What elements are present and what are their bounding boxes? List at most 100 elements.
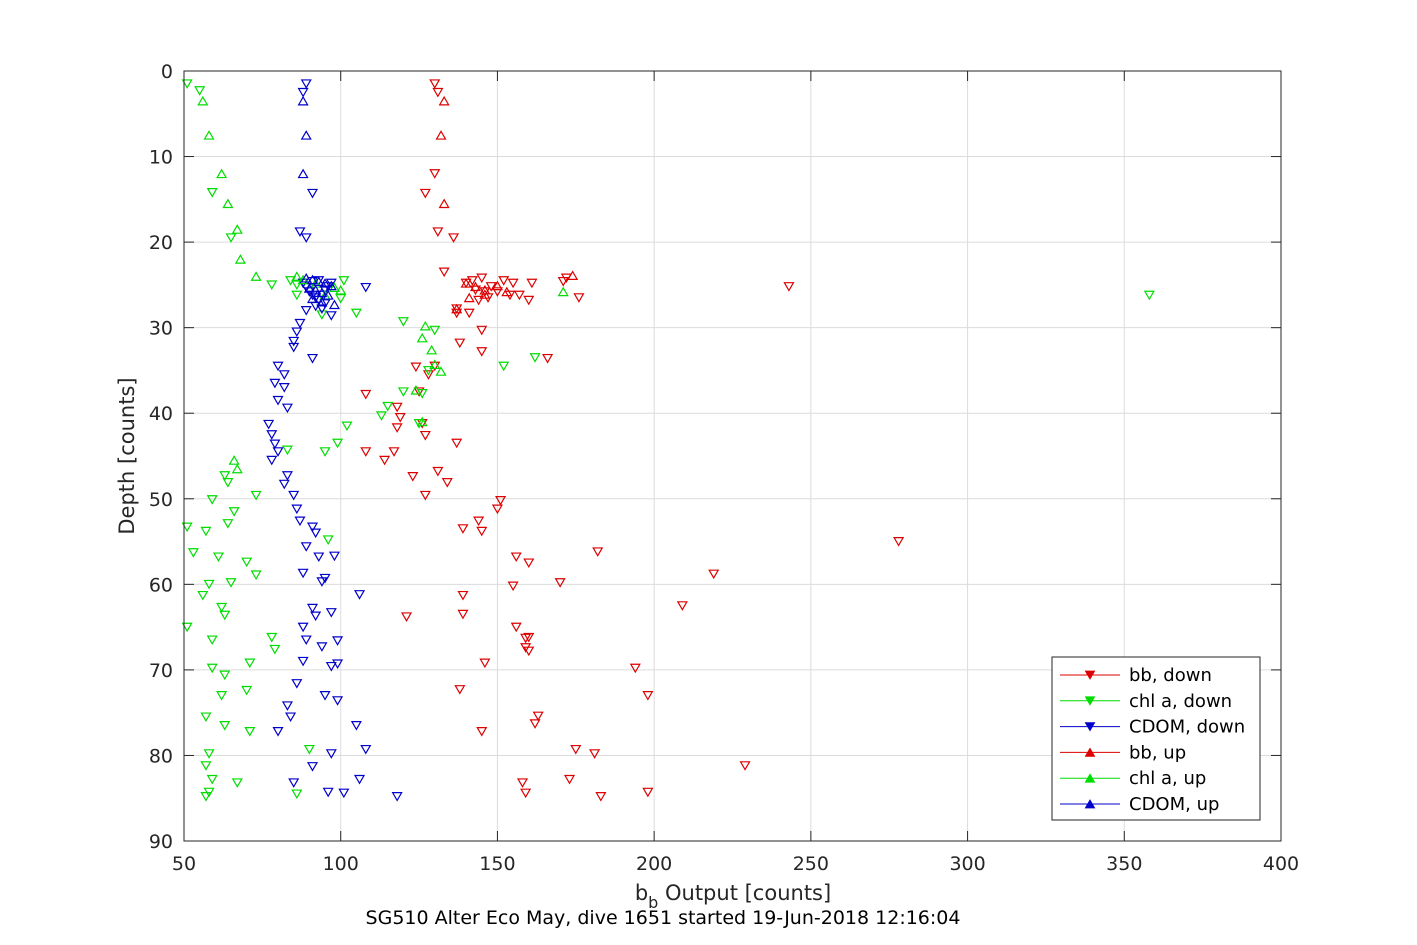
data-point-cdom-down xyxy=(313,552,325,563)
x-tick-label: 200 xyxy=(636,853,672,875)
data-point-cdom-down xyxy=(288,336,300,347)
data-point-chl-a-down xyxy=(216,691,228,701)
data-point-cdom-down xyxy=(332,659,344,669)
data-point-cdom-down xyxy=(310,528,322,539)
data-point-bb-down xyxy=(441,478,453,488)
data-point-chl-a-down xyxy=(228,507,240,517)
data-point-chl-a-down xyxy=(335,294,347,304)
data-point-chl-a-down xyxy=(422,365,435,376)
data-point-chl-a-up xyxy=(328,282,340,292)
data-point-cdom-down xyxy=(325,608,337,618)
data-point-chl-a-up xyxy=(291,271,303,281)
data-point-bb-up xyxy=(479,289,491,299)
data-point-cdom-up xyxy=(319,278,331,288)
x-tick-label: 350 xyxy=(1106,853,1142,875)
x-axis-label-subscript: b xyxy=(648,893,658,912)
data-point-bb-down xyxy=(592,547,604,557)
data-point-bb-up xyxy=(463,292,475,303)
data-point-cdom-down xyxy=(300,79,312,89)
data-point-chl-a-down xyxy=(375,411,387,421)
data-point-cdom-down xyxy=(281,403,293,414)
data-point-chl-a-down xyxy=(241,557,253,568)
data-point-bb-down xyxy=(448,233,460,243)
data-point-bb-down xyxy=(498,276,510,286)
legend-box xyxy=(1051,656,1261,821)
x-tick-label: 300 xyxy=(949,853,985,875)
data-point-bb-down xyxy=(513,290,525,301)
x-tick-label: 50 xyxy=(172,853,196,875)
data-point-bb-down xyxy=(479,287,491,297)
data-point-cdom-down xyxy=(272,447,284,457)
data-point-chl-a-up xyxy=(231,224,243,234)
data-point-chl-a-down xyxy=(219,721,231,731)
data-point-chl-a-down xyxy=(498,361,510,372)
data-point-bb-down xyxy=(407,472,419,482)
data-point-chl-a-down xyxy=(241,685,253,696)
data-point-chl-a-down xyxy=(244,658,256,669)
data-point-bb-up xyxy=(469,281,482,292)
data-point-chl-a-down xyxy=(316,310,328,320)
data-point-cdom-down xyxy=(300,542,312,552)
y-tick-label: 30 xyxy=(149,318,173,340)
data-point-chl-a-down xyxy=(200,792,212,802)
legend-label: bb, down xyxy=(1129,665,1212,686)
data-point-cdom-up xyxy=(303,283,315,293)
data-point-cdom-up xyxy=(316,296,328,307)
data-point-cdom-down xyxy=(278,383,290,393)
data-point-cdom-down xyxy=(306,762,319,772)
data-point-chl-a-down xyxy=(203,579,215,590)
data-point-chl-a-down xyxy=(397,387,409,397)
y-tick-label: 20 xyxy=(149,232,173,254)
data-point-cdom-down xyxy=(278,370,290,380)
data-point-cdom-down xyxy=(263,419,275,430)
data-point-cdom-down xyxy=(360,744,372,755)
data-point-chl-a-up xyxy=(228,455,240,465)
data-point-bb-down xyxy=(379,455,391,466)
data-point-cdom-down xyxy=(332,696,344,706)
y-tick-label: 80 xyxy=(149,745,173,767)
data-point-cdom-down xyxy=(294,227,306,237)
data-point-chl-a-up xyxy=(231,463,243,474)
legend-marker xyxy=(1084,722,1096,732)
data-point-cdom-down xyxy=(300,635,312,646)
data-point-chl-a-down xyxy=(291,280,303,290)
data-point-cdom-up xyxy=(300,130,312,140)
data-point-cdom-down xyxy=(272,726,284,737)
data-point-cdom-down xyxy=(306,522,319,533)
data-point-bb-down xyxy=(476,325,488,336)
data-point-cdom-down xyxy=(332,636,344,646)
dive-caption: SG510 Alter Eco May, dive 1651 started 1… xyxy=(366,907,961,929)
y-tick-label: 40 xyxy=(149,403,173,425)
data-point-chl-a-down xyxy=(266,280,278,290)
data-point-bb-up xyxy=(451,303,463,314)
x-tick-label: 400 xyxy=(1263,853,1299,875)
data-point-bb-down xyxy=(419,430,431,441)
data-point-bb-up xyxy=(479,284,491,295)
data-point-chl-a-down xyxy=(250,490,262,501)
data-point-bb-down xyxy=(563,774,576,785)
data-point-bb-down xyxy=(457,524,469,534)
data-point-bb-down xyxy=(360,447,372,457)
data-point-chl-a-down xyxy=(338,276,350,286)
legend-label: CDOM, up xyxy=(1129,794,1219,815)
data-point-bb-down xyxy=(394,413,406,423)
data-point-chl-a-up xyxy=(297,274,309,285)
data-point-bb-down xyxy=(520,633,532,644)
data-point-bb-down xyxy=(388,447,400,457)
data-point-chl-a-up xyxy=(250,271,262,281)
data-point-chl-a-down xyxy=(291,290,303,301)
legend-marker xyxy=(1084,773,1096,783)
data-point-chl-a-down xyxy=(206,187,218,198)
x-tick-labels: 50 100 150 200 250 300 350 400 xyxy=(172,853,1299,875)
data-point-chl-a-down xyxy=(529,353,541,363)
data-point-bb-down xyxy=(438,267,450,278)
data-point-chl-a-down xyxy=(322,535,334,545)
data-point-chl-a-up xyxy=(335,284,347,295)
data-point-cdom-down xyxy=(294,516,306,527)
data-point-chl-a-up xyxy=(435,366,447,376)
y-tick-label: 90 xyxy=(149,831,173,853)
data-point-chl-a-down xyxy=(219,471,231,481)
data-point-cdom-down xyxy=(291,327,303,338)
data-point-bb-down xyxy=(485,282,497,292)
data-point-cdom-down xyxy=(297,622,309,633)
